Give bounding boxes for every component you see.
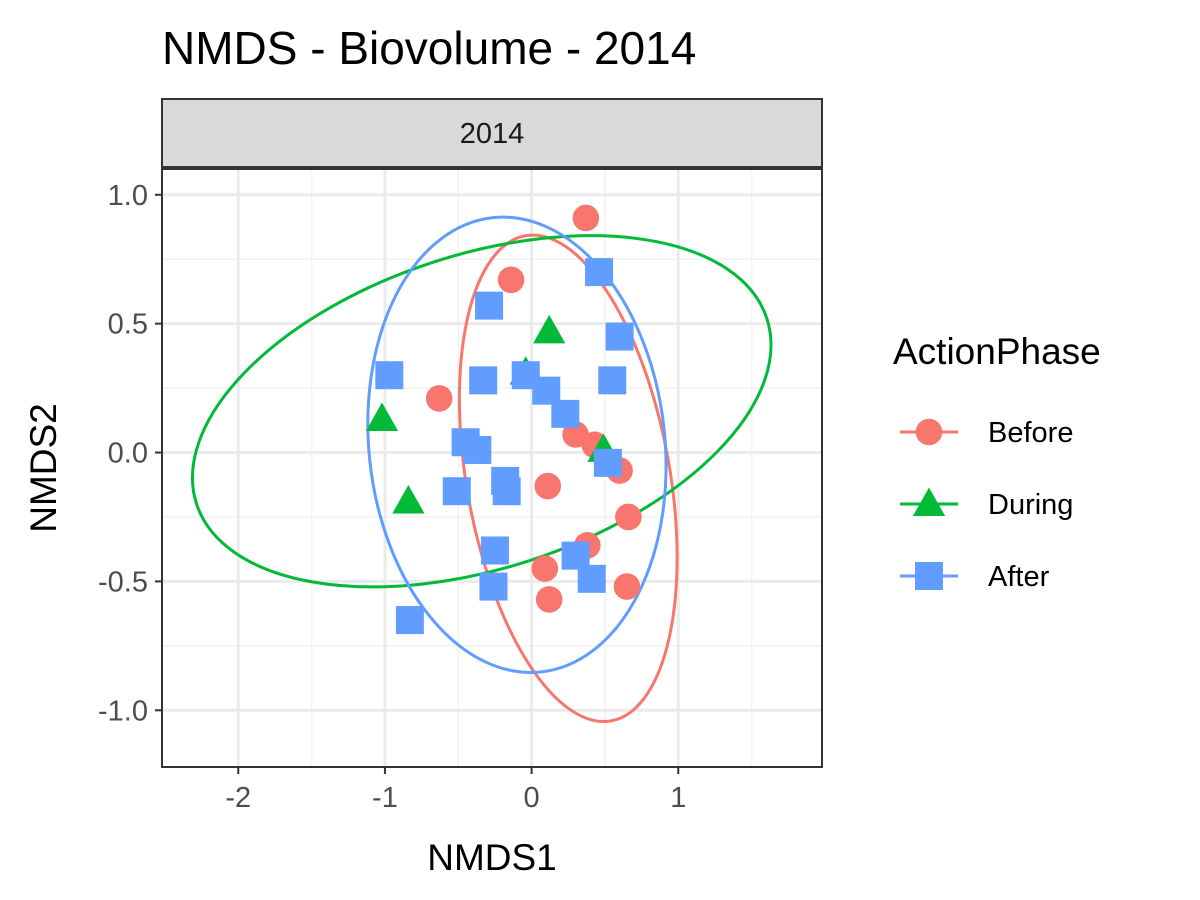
x-tick-label: -2: [225, 782, 251, 814]
legend-title: ActionPhase: [893, 331, 1101, 372]
data-points: [365, 204, 642, 635]
point-before: [534, 472, 562, 500]
x-tick-label: 1: [670, 782, 686, 814]
point-after: [598, 366, 627, 395]
point-after: [492, 477, 521, 506]
legend-key-before: [915, 418, 943, 446]
y-axis-ticks: 1.0 0.5 0.0 -0.5 -1.0: [98, 180, 162, 727]
facet-strip: [161, 98, 823, 168]
point-before: [572, 204, 600, 232]
chart-title: NMDS - Biovolume - 2014: [162, 22, 696, 74]
point-during: [365, 402, 399, 431]
point-after: [479, 572, 508, 601]
point-after: [463, 435, 492, 464]
point-before: [535, 586, 563, 613]
point-after: [395, 606, 424, 635]
point-before: [615, 503, 642, 531]
point-after: [551, 399, 580, 428]
y-tick-label: 1.0: [108, 180, 148, 212]
point-before: [531, 555, 559, 582]
legend-keys: Before During After: [900, 417, 1073, 593]
legend-key-during: [912, 487, 946, 516]
point-after: [480, 536, 509, 565]
legend-label-after: After: [988, 561, 1050, 593]
point-after: [469, 366, 498, 395]
x-tick-label: -1: [372, 782, 398, 814]
legend-key-after: [915, 562, 943, 590]
point-after: [375, 361, 404, 390]
x-axis-title: NMDS1: [427, 837, 557, 878]
point-after: [442, 477, 471, 506]
point-after: [585, 258, 614, 287]
facet-label: 2014: [460, 118, 525, 150]
legend-label-before: Before: [988, 417, 1073, 449]
y-tick-label: 0.0: [108, 438, 148, 470]
y-tick-label: 0.5: [108, 309, 148, 341]
point-after: [605, 322, 634, 351]
y-axis-title: NMDS2: [23, 403, 64, 533]
y-tick-label: -0.5: [98, 566, 148, 598]
legend-label-during: During: [988, 489, 1073, 521]
point-before: [497, 266, 525, 294]
ellipse-during: [190, 234, 773, 589]
x-axis-ticks: -2 -1 0 1: [225, 767, 686, 814]
x-tick-label: 0: [524, 782, 540, 814]
point-during: [392, 485, 425, 514]
point-before: [613, 573, 641, 600]
point-during: [533, 314, 566, 344]
point-after: [593, 448, 622, 477]
point-after: [577, 564, 606, 593]
point-after: [475, 291, 504, 320]
panel-border: [161, 168, 823, 768]
y-tick-label: -1.0: [98, 695, 148, 727]
legend: ActionPhase Before During After: [893, 331, 1101, 593]
point-before: [425, 385, 453, 412]
ellipse-after: [366, 215, 668, 674]
